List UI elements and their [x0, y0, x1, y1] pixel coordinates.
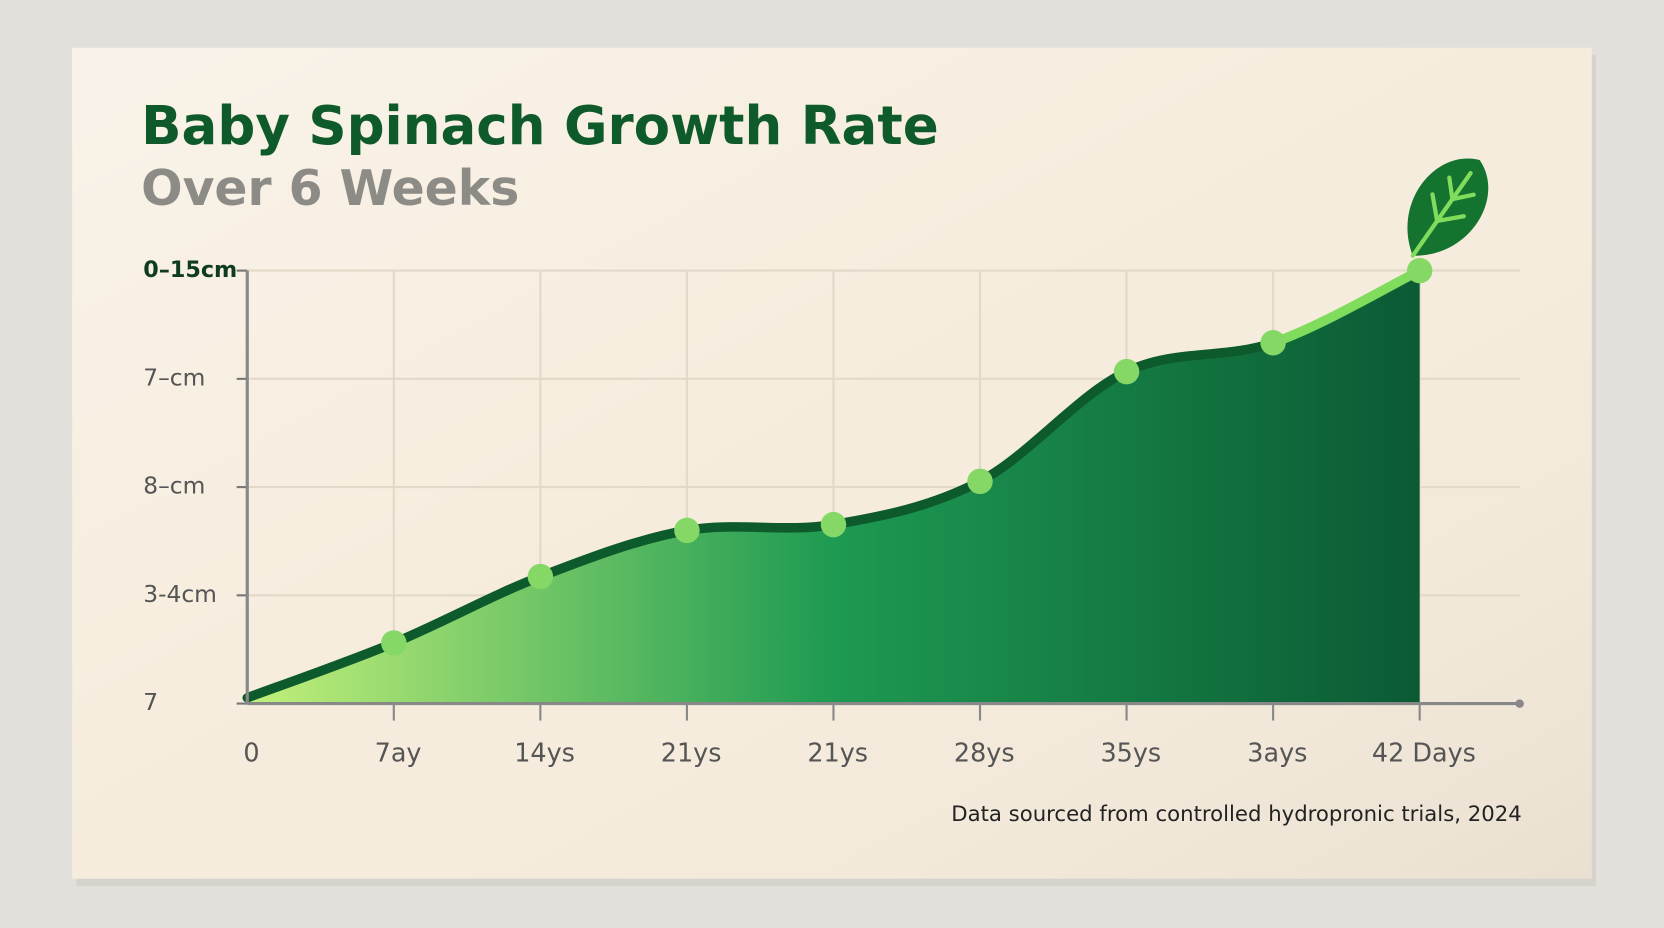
x-tick-label: 0: [243, 739, 259, 769]
y-tick-label: 0–15cm: [143, 257, 237, 283]
y-tick-label: 3-4cm: [143, 580, 217, 608]
x-tick-label: 21ys: [807, 739, 868, 769]
x-tick-label: 35ys: [1100, 739, 1161, 769]
marker: [1406, 257, 1433, 284]
y-tick-label: 7: [143, 688, 158, 716]
x-tick-label: 3ays: [1247, 739, 1307, 769]
marker: [381, 630, 407, 656]
y-tick-label: 8–cm: [143, 472, 205, 500]
x-tick-label: 42 Days: [1372, 739, 1476, 769]
chart-title: Baby Spinach Growth Rate: [141, 95, 939, 157]
marker: [674, 517, 700, 544]
y-tick-label: 7–cm: [143, 363, 205, 391]
x-tick-label: 21ys: [661, 739, 722, 769]
x-tick-label: 7ay: [375, 739, 422, 769]
marker: [1260, 330, 1286, 356]
marker: [967, 468, 993, 495]
x-tick-label: 14ys: [514, 739, 575, 769]
leaf-icon: [1407, 158, 1489, 258]
source-note: Data sourced from controlled hydropronic…: [951, 802, 1521, 827]
x-tick-label: 28ys: [954, 739, 1015, 769]
marker: [527, 563, 554, 590]
plot: 7 3-4cm 8–cm 7–cm 0–15cm 0 7ay 14ys 21ys 21ys 28ys…: [143, 257, 1524, 769]
marker: [820, 511, 847, 538]
x-axis-end: [1515, 699, 1524, 708]
chart-subtitle: Over 6 Weeks: [141, 160, 519, 217]
marker: [1113, 358, 1140, 385]
